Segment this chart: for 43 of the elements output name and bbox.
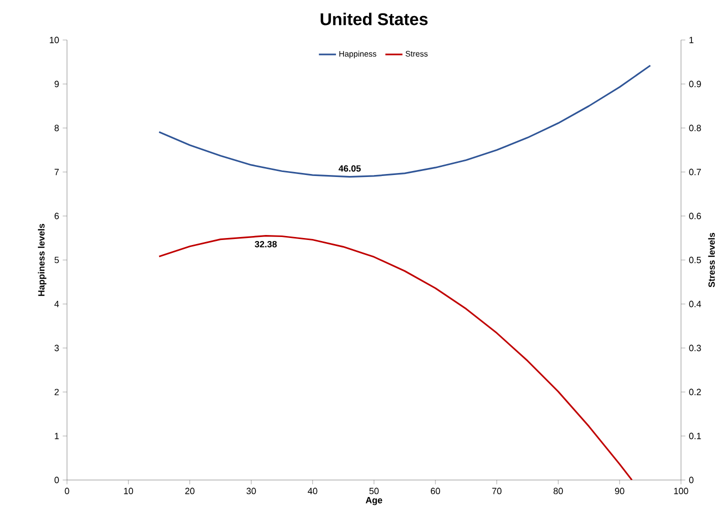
y2-tick-label: 0 [689, 476, 694, 484]
y2-tick-label: 0.9 [689, 80, 701, 88]
y-tick-label: 8 [54, 124, 59, 132]
annotation: 32.38 [254, 240, 277, 248]
y2-tick-label: 1 [689, 36, 694, 44]
x-tick-label: 0 [64, 488, 70, 494]
y2-tick-label: 0.2 [689, 388, 701, 396]
x-tick-label: 20 [185, 488, 194, 494]
x-tick-label: 60 [430, 488, 440, 494]
y2-tick-label: 0.7 [689, 168, 701, 176]
legend-label: Happiness [339, 50, 376, 58]
legend-label: Stress [406, 50, 428, 57]
y-tick-label: 5 [54, 256, 59, 264]
y2-tick-label: 0.3 [689, 344, 701, 352]
y-tick-label: 6 [54, 212, 59, 220]
annotation: 46.05 [338, 165, 361, 172]
y-tick-label: 0 [54, 476, 59, 484]
x-tick-label: 40 [308, 488, 318, 494]
y-tick-label: 4 [54, 300, 59, 308]
x-axis-title: Age [366, 497, 382, 506]
y2-tick-label: 0.5 [689, 256, 701, 264]
y-tick-label: 1 [54, 432, 59, 440]
y2-tick-label: 0.8 [689, 124, 701, 132]
y-axis-title: Happiness levels [38, 224, 46, 296]
y-tick-label: 3 [54, 344, 59, 352]
x-tick-label: 10 [124, 488, 134, 494]
line-series [158, 234, 633, 480]
y-tick-label: 9 [54, 80, 59, 88]
y2-tick-label: 0.4 [689, 300, 702, 308]
y2-tick-label: 0.1 [689, 432, 701, 440]
y-tick-label: 10 [50, 36, 59, 44]
x-tick-label: 30 [246, 488, 256, 494]
y-tick-label: 7 [54, 168, 59, 176]
chart-title: United States [320, 12, 428, 26]
x-tick-label: 70 [492, 488, 502, 494]
x-tick-label: 90 [615, 488, 624, 494]
line-series [158, 64, 652, 178]
x-tick-label: 100 [674, 488, 688, 494]
y2-axis-title: Stress levels [708, 232, 715, 288]
x-tick-label: 50 [369, 488, 379, 494]
y2-tick-label: 0.6 [689, 212, 701, 220]
y-tick-label: 2 [54, 388, 59, 396]
x-tick-label: 80 [554, 488, 563, 494]
